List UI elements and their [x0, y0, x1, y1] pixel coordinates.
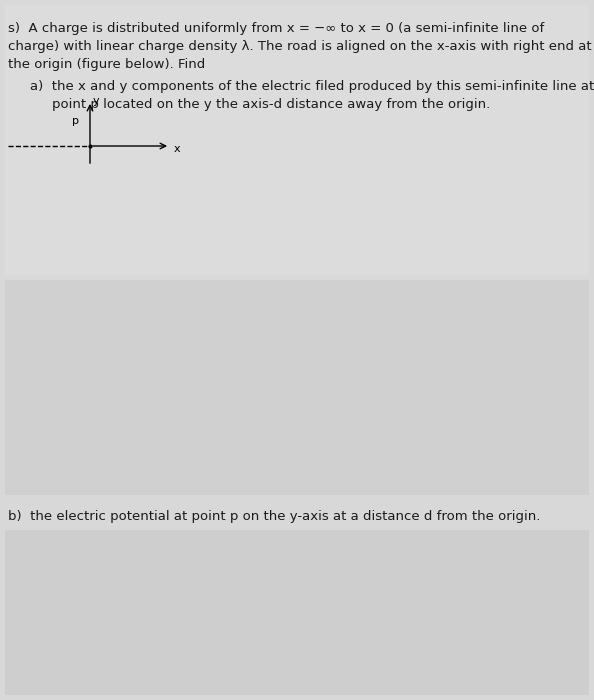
- Text: point p located on the y the axis-d distance away from the origin.: point p located on the y the axis-d dist…: [52, 98, 490, 111]
- Text: y: y: [93, 96, 100, 106]
- Bar: [5, 280, 589, 495]
- Text: s)  A charge is distributed uniformly from x = −∞ to x = 0 (a semi-infinite line: s) A charge is distributed uniformly fro…: [8, 22, 544, 35]
- Text: b)  the electric potential at point p on the y-axis at a distance d from the ori: b) the electric potential at point p on …: [8, 510, 541, 523]
- Bar: [5, 530, 589, 695]
- Text: x: x: [174, 144, 181, 154]
- Text: a)  the x and y components of the electric filed produced by this semi-infinite : a) the x and y components of the electri…: [30, 80, 594, 93]
- Text: p: p: [72, 116, 79, 126]
- Text: charge) with linear charge density λ. The road is aligned on the x-axis with rig: charge) with linear charge density λ. Th…: [8, 40, 592, 53]
- Bar: [5, 5, 589, 275]
- Text: the origin (figure below). Find: the origin (figure below). Find: [8, 58, 206, 71]
